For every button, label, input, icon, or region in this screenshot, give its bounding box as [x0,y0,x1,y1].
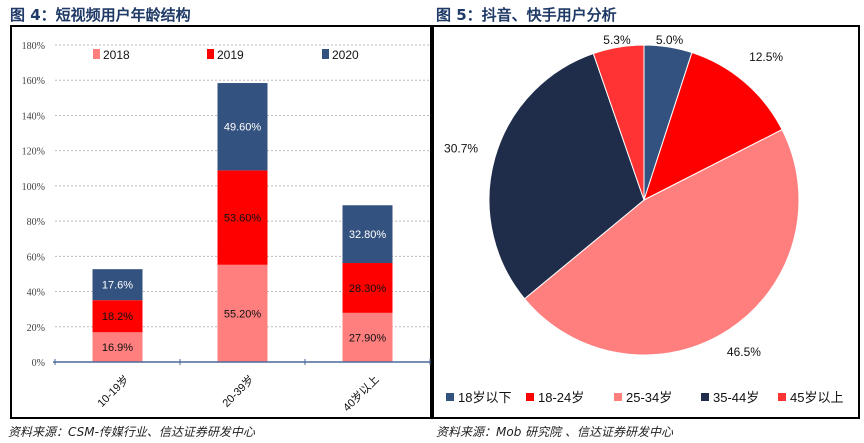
right-source-note: 资料来源：Mob 研究院 、信达证券研发中心 [436,425,673,439]
legend-swatch-2018 [93,49,100,59]
x-tick-label: 10-19岁 [94,372,132,410]
pie-chart-frame [432,25,860,419]
legend-swatch-2019 [207,49,214,59]
bar-segment-2020 [92,269,143,301]
pie-legend-swatch [446,393,454,401]
bar-data-label: 28.30% [349,283,387,295]
y-tick-label: 120% [22,147,45,158]
bar-segment-2018 [92,332,143,362]
pie-data-label: 30.7% [444,142,478,156]
bar-data-label: 32.80% [349,229,387,241]
pie-data-label: 5.3% [603,33,631,47]
x-tick-label: 40岁以上 [340,372,382,414]
bar-segment-2020 [342,205,393,264]
right-figure-title: 图 5：抖音、快手用户分析 [436,6,617,24]
bar-data-label: 55.20% [224,308,262,320]
y-tick-label: 60% [27,252,45,263]
pie-legend-label: 35-44岁 [713,390,759,405]
pie-data-label: 12.5% [749,50,783,64]
y-tick-label: 160% [22,76,45,87]
pie-legend-label: 18岁以下 [458,390,511,405]
x-tick-label: 20-39岁 [219,372,257,410]
pie-data-label: 5.0% [656,33,684,47]
bar-segment-2019 [342,263,393,313]
bar-data-label: 18.2% [102,311,133,323]
y-tick-label: 20% [27,323,45,334]
bar-data-label: 53.60% [224,213,262,225]
y-tick-label: 180% [22,41,45,52]
legend-swatch-2020 [322,49,329,59]
pie-legend-label: 18-24岁 [538,390,584,405]
pie-slice-18-24岁 [643,51,783,201]
legend-label: 2019 [217,48,244,62]
bar-segment-2018 [342,312,393,362]
bar-segment-2019 [217,170,268,265]
y-tick-label: 0% [32,358,45,369]
bar-segment-2018 [217,264,268,362]
y-tick-label: 80% [27,217,45,228]
bar-data-label: 27.90% [349,332,387,344]
pie-data-label: 46.5% [727,345,761,359]
pie-legend-label: 45岁以上 [790,390,843,405]
bar-data-label: 49.60% [224,122,262,134]
bar-segment-2020 [217,83,268,171]
left-figure-title: 图 4：短视频用户年龄结构 [10,6,191,24]
bar-data-label: 17.6% [102,280,133,292]
pie-legend-swatch [614,393,622,401]
pie-slice-45岁以上 [592,44,645,201]
left-source-note: 资料来源：CSM-传媒行业、信达证券研发中心 [8,425,255,439]
pie-legend-swatch [778,393,786,401]
legend-label: 2020 [332,48,359,62]
legend-label: 2018 [103,48,130,62]
bar-chart-frame [10,25,432,419]
pie-legend-swatch [701,393,709,401]
pie-legend-label: 25-34岁 [626,390,672,405]
y-tick-label: 140% [22,111,45,122]
pie-slice-35-44岁 [488,52,645,300]
bar-segment-2019 [92,300,143,333]
y-tick-label: 40% [27,288,45,299]
pie-slice-25-34岁 [523,128,800,356]
y-tick-label: 100% [22,182,45,193]
bar-data-label: 16.9% [102,342,133,354]
pie-legend-swatch [526,393,534,401]
